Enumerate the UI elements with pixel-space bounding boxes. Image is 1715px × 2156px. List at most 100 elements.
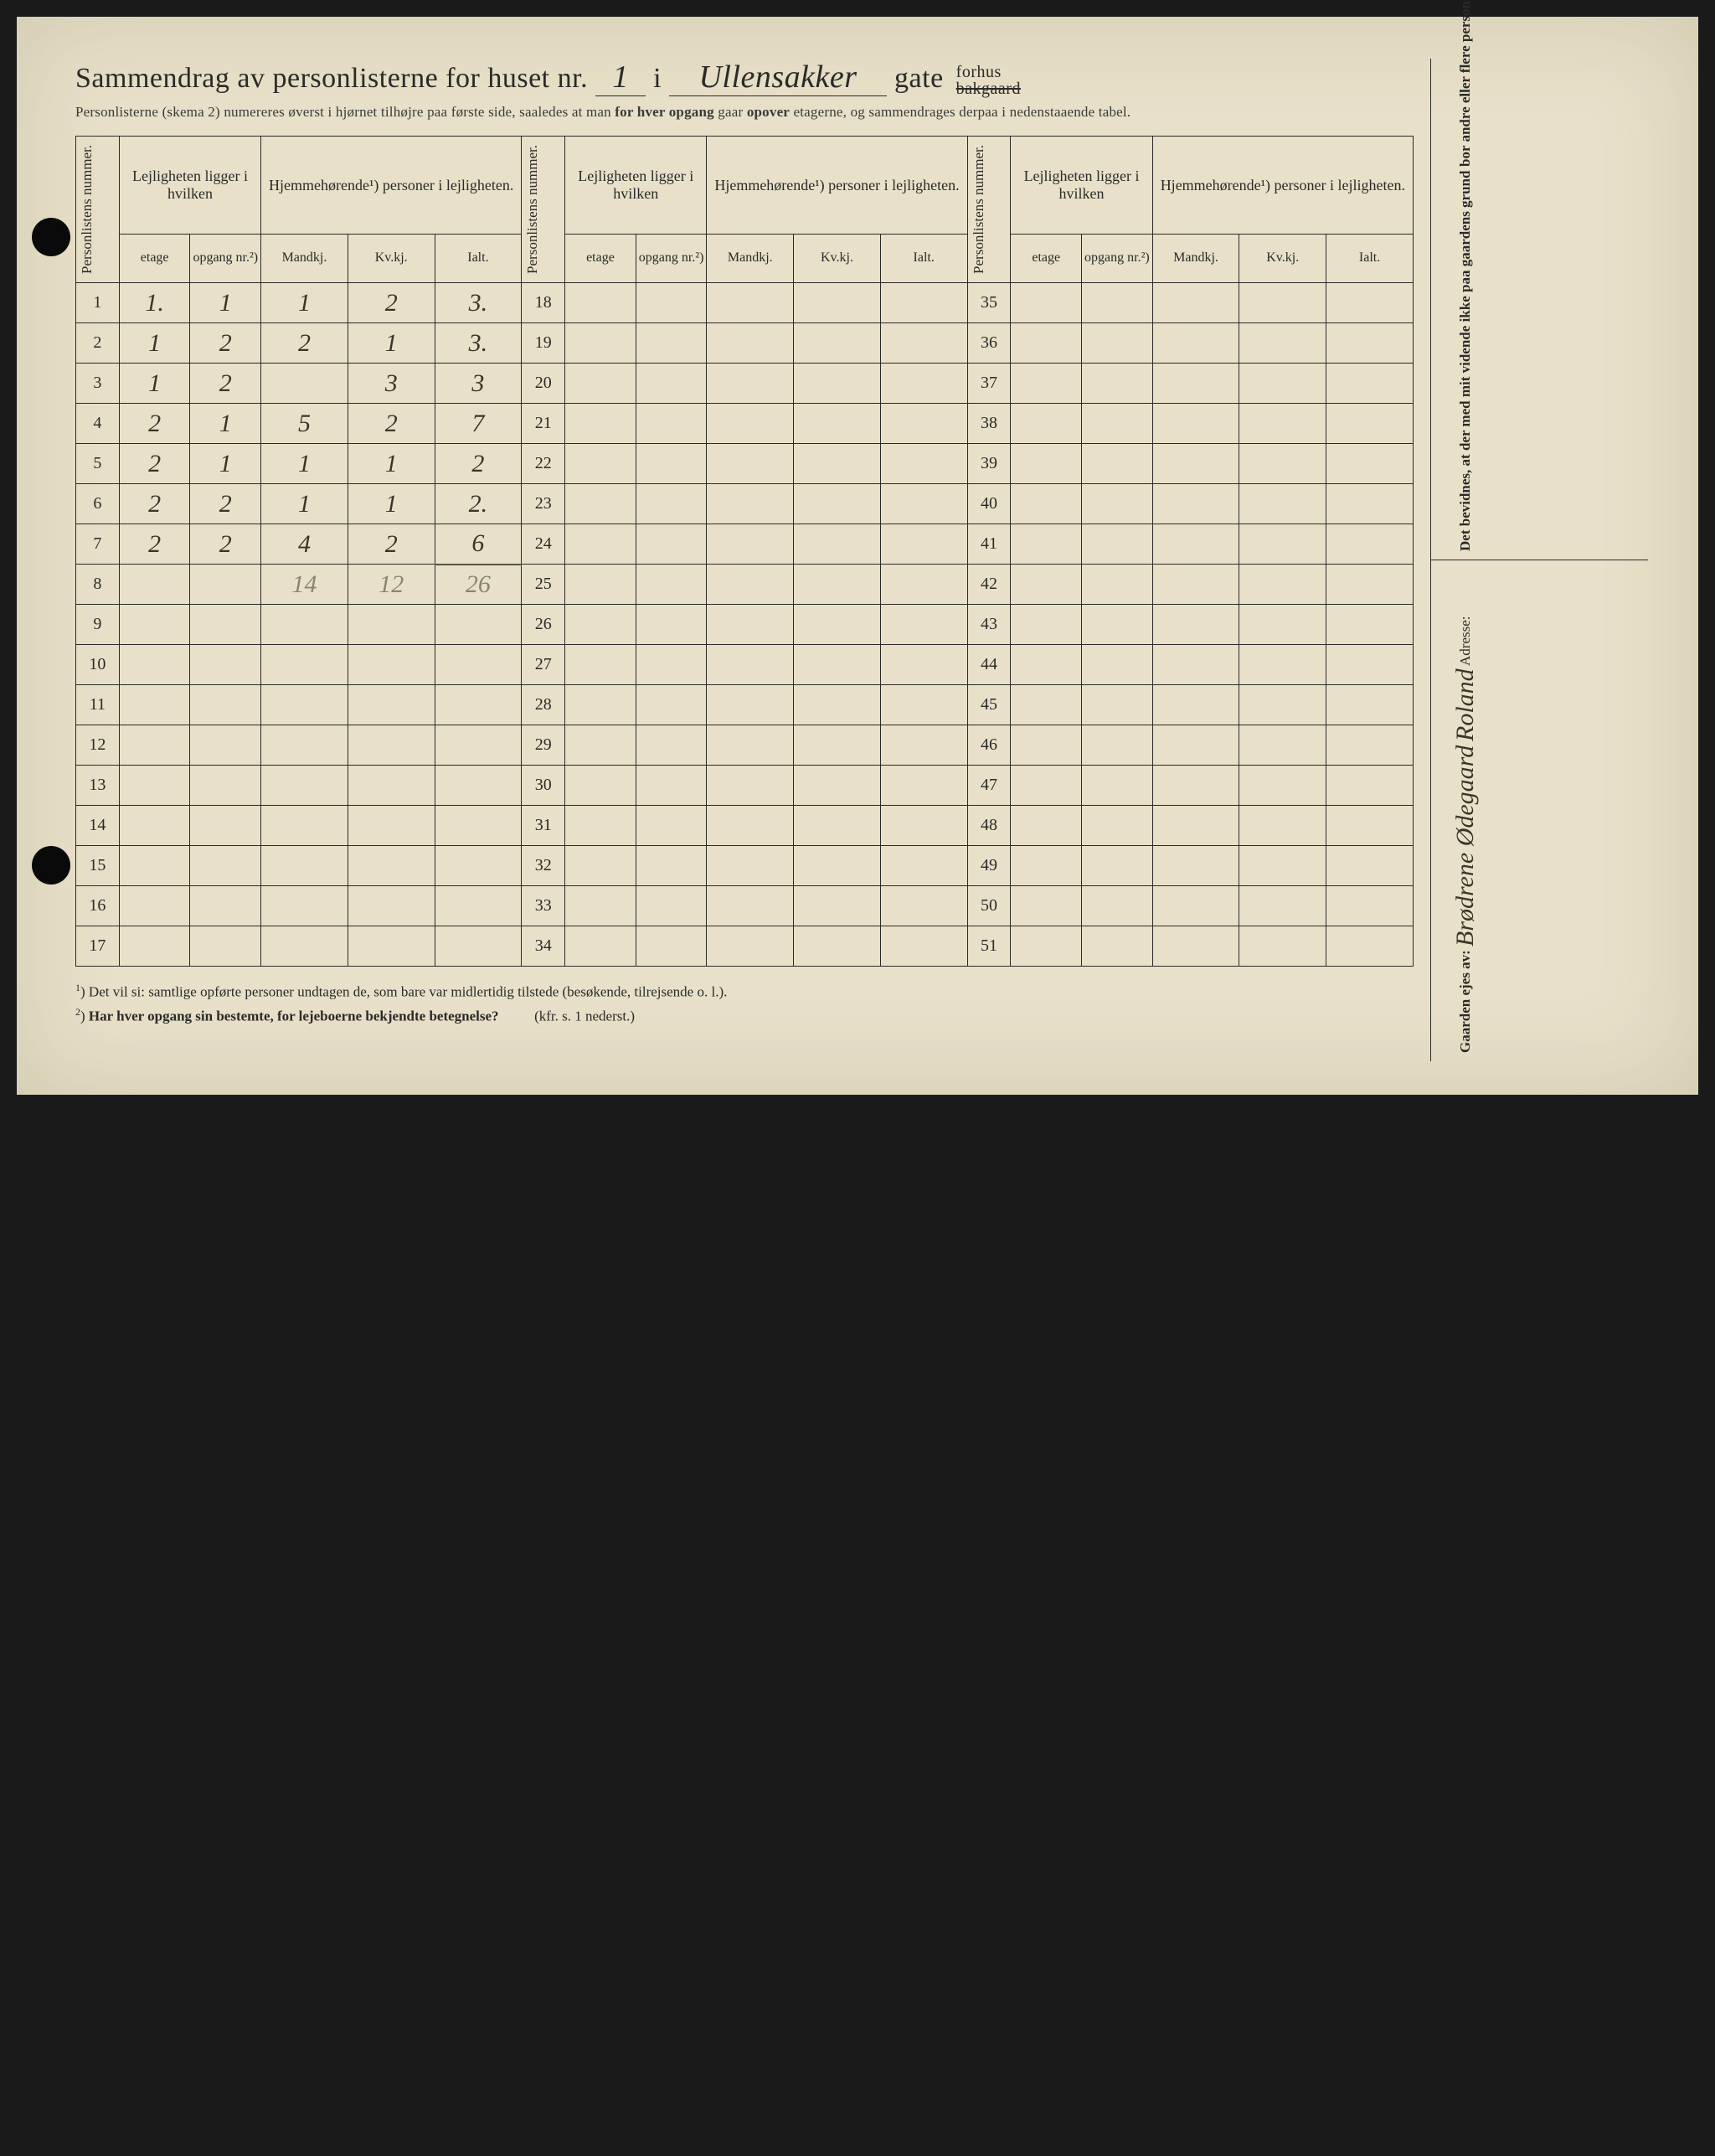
cell-opgang: 1 xyxy=(190,283,261,323)
table-row: 81412262542 xyxy=(76,565,1414,605)
footnotes: 1) Det vil si: samtlige opførte personer… xyxy=(75,982,1414,1024)
col-etage: etage xyxy=(119,234,190,283)
cell-opgang xyxy=(190,565,261,605)
cell-opgang: 2 xyxy=(190,484,261,524)
table-row: 153249 xyxy=(76,846,1414,886)
row-number: 46 xyxy=(967,725,1011,766)
table-row: 112845 xyxy=(76,685,1414,725)
row-number: 10 xyxy=(76,645,120,685)
cell-ialt xyxy=(435,605,522,645)
col-opgang: opgang nr.²) xyxy=(636,234,707,283)
col-kvkj: Kv.kj. xyxy=(348,234,435,283)
title-mid: i xyxy=(653,63,662,94)
cell-kvkj xyxy=(348,806,435,846)
row-number: 23 xyxy=(522,484,565,524)
cell-ialt: 6 xyxy=(435,524,522,565)
title-suffix: gate xyxy=(894,63,944,94)
row-number: 40 xyxy=(967,484,1011,524)
cell-ialt xyxy=(435,806,522,846)
col-leilighet: Lejligheten ligger i hvilken xyxy=(119,137,260,234)
col-opgang: opgang nr.²) xyxy=(190,234,261,283)
row-number: 31 xyxy=(522,806,565,846)
census-form-page: Sammendrag av personlisterne for huset n… xyxy=(17,17,1698,1095)
row-number: 43 xyxy=(967,605,1011,645)
cell-opgang xyxy=(190,926,261,967)
table-row: 133047 xyxy=(76,766,1414,806)
cell-opgang xyxy=(190,605,261,645)
bakgaard-label-struck: bakgaard xyxy=(956,80,1021,98)
cell-opgang xyxy=(190,725,261,766)
row-number: 32 xyxy=(522,846,565,886)
cell-etage xyxy=(119,685,190,725)
cell-ialt: 3 xyxy=(435,364,522,404)
cell-opgang xyxy=(190,886,261,926)
col-kvkj: Kv.kj. xyxy=(794,234,881,283)
cell-kvkj xyxy=(348,846,435,886)
cell-ialt: 2. xyxy=(435,484,522,524)
cell-opgang xyxy=(190,766,261,806)
row-number: 39 xyxy=(967,444,1011,484)
cell-mandkj xyxy=(261,926,348,967)
cell-ialt xyxy=(435,645,522,685)
row-number: 27 xyxy=(522,645,565,685)
forhus-bakgaard-selector: forhus bakgaard xyxy=(956,64,1021,97)
table-row: 122946 xyxy=(76,725,1414,766)
cell-kvkj: 3 xyxy=(348,364,435,404)
row-number: 41 xyxy=(967,524,1011,565)
col-personlistens: Personlistens nummer. xyxy=(523,140,543,279)
row-number: 51 xyxy=(967,926,1011,967)
cell-etage: 2 xyxy=(119,484,190,524)
col-personlistens: Personlistens nummer. xyxy=(78,140,97,279)
row-number: 38 xyxy=(967,404,1011,444)
cell-kvkj: 12 xyxy=(348,565,435,605)
col-kvkj: Kv.kj. xyxy=(1239,234,1326,283)
row-number: 4 xyxy=(76,404,120,444)
row-number: 16 xyxy=(76,886,120,926)
row-number: 7 xyxy=(76,524,120,565)
row-number: 30 xyxy=(522,766,565,806)
cell-mandkj xyxy=(261,766,348,806)
row-number: 11 xyxy=(76,685,120,725)
cell-opgang xyxy=(190,806,261,846)
row-number: 26 xyxy=(522,605,565,645)
forhus-label: forhus xyxy=(956,63,1002,81)
cell-mandkj: 1 xyxy=(261,444,348,484)
col-leilighet: Lejligheten ligger i hvilken xyxy=(1011,137,1152,234)
punch-hole xyxy=(32,846,70,885)
row-number: 47 xyxy=(967,766,1011,806)
row-number: 36 xyxy=(967,323,1011,364)
row-number: 24 xyxy=(522,524,565,565)
cell-mandkj: 14 xyxy=(261,565,348,605)
row-number: 18 xyxy=(522,283,565,323)
cell-opgang xyxy=(190,645,261,685)
cell-kvkj: 2 xyxy=(348,404,435,444)
cell-etage xyxy=(119,926,190,967)
cell-etage xyxy=(119,565,190,605)
cell-kvkj: 1 xyxy=(348,323,435,364)
cell-opgang: 1 xyxy=(190,444,261,484)
col-hjemme: Hjemmehørende¹) personer i lejligheten. xyxy=(261,137,522,234)
cell-etage: 1 xyxy=(119,364,190,404)
row-number: 44 xyxy=(967,645,1011,685)
cell-etage: 2 xyxy=(119,444,190,484)
cell-etage xyxy=(119,806,190,846)
cell-kvkj xyxy=(348,926,435,967)
col-personlistens: Personlistens nummer. xyxy=(970,140,989,279)
owner-value-2: Roland xyxy=(1448,669,1483,742)
punch-hole xyxy=(32,218,70,256)
cell-opgang: 2 xyxy=(190,364,261,404)
cell-ialt xyxy=(435,886,522,926)
cell-etage: 1. xyxy=(119,283,190,323)
table-row: 622112.2340 xyxy=(76,484,1414,524)
table-row: 4215272138 xyxy=(76,404,1414,444)
cell-kvkj xyxy=(348,605,435,645)
cell-ialt: 7 xyxy=(435,404,522,444)
title-prefix: Sammendrag av personlisterne for huset n… xyxy=(75,63,588,94)
row-number: 17 xyxy=(76,926,120,967)
cell-etage: 2 xyxy=(119,404,190,444)
row-number: 35 xyxy=(967,283,1011,323)
cell-etage: 2 xyxy=(119,524,190,565)
table-row: 17 34 51 xyxy=(76,926,1414,967)
cell-mandkj: 2 xyxy=(261,323,348,364)
row-number: 34 xyxy=(522,926,565,967)
